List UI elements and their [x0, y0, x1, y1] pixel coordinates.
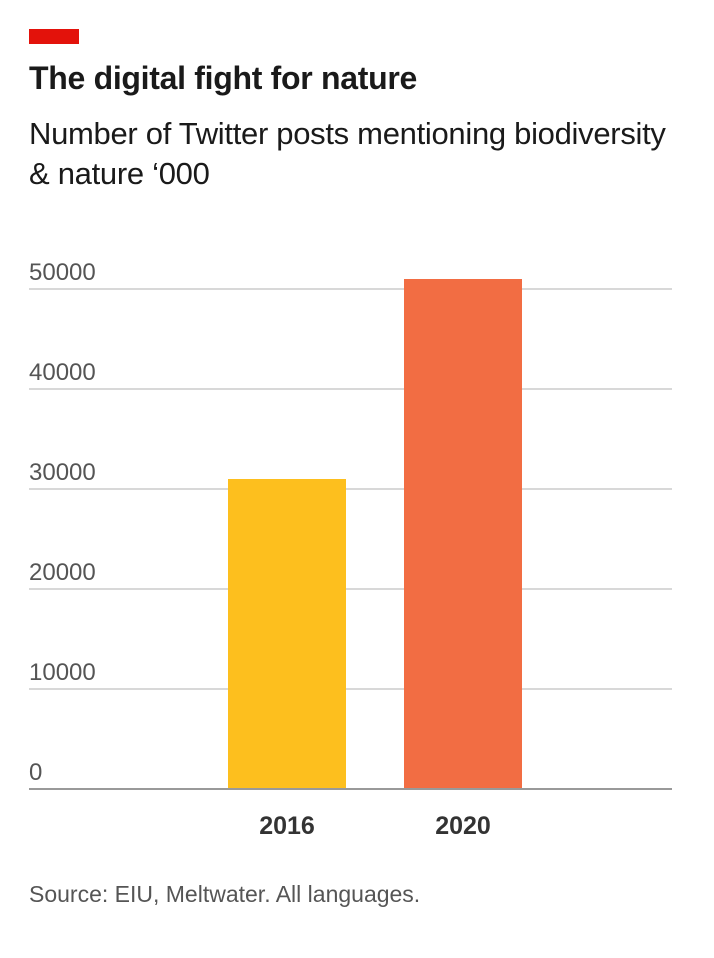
- y-tick-labels: 0 10000 20000 30000 40000 50000: [29, 259, 96, 786]
- x-tick-label: 2016: [259, 812, 315, 840]
- bars: [228, 279, 522, 789]
- chart-subtitle: Number of Twitter posts mentioning biodi…: [29, 116, 666, 191]
- bar-2020: [404, 279, 522, 789]
- source-note: Source: EIU, Meltwater. All languages.: [29, 881, 421, 907]
- x-tick-label: 2020: [435, 812, 491, 840]
- y-tick-label: 30000: [29, 459, 96, 486]
- bar-2016: [228, 479, 346, 789]
- brand-bar: [29, 29, 79, 44]
- y-tick-label: 20000: [29, 559, 96, 586]
- y-tick-label: 0: [29, 759, 42, 786]
- x-category-labels: 2016 2020: [259, 812, 491, 840]
- bar-chart: 0 10000 20000 30000 40000 50000 2016 2020: [29, 259, 672, 840]
- gridlines: [29, 288, 672, 690]
- y-tick-label: 40000: [29, 359, 96, 386]
- y-tick-label: 50000: [29, 259, 96, 286]
- chart-title: The digital fight for nature: [29, 60, 418, 96]
- y-tick-label: 10000: [29, 659, 96, 686]
